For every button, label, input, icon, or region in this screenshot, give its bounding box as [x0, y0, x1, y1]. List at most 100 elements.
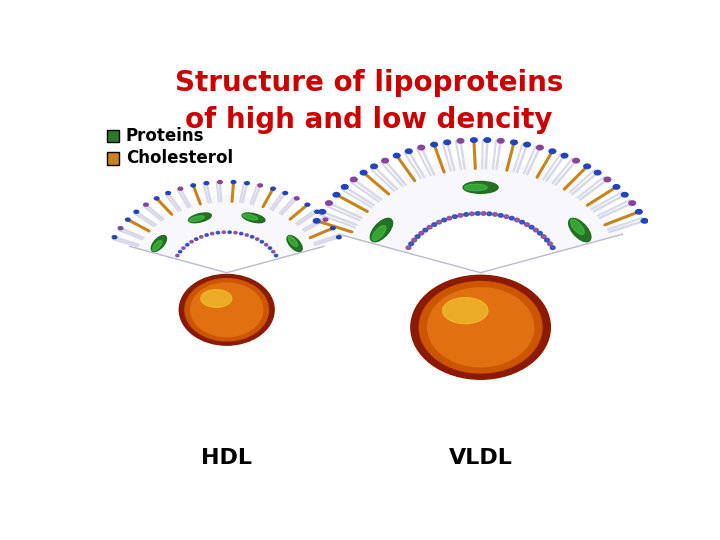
Ellipse shape: [341, 185, 348, 189]
Ellipse shape: [604, 177, 611, 182]
Text: of high and low dencity: of high and low dencity: [185, 106, 553, 134]
Ellipse shape: [463, 181, 498, 193]
Ellipse shape: [471, 138, 477, 143]
FancyBboxPatch shape: [107, 152, 119, 165]
Ellipse shape: [406, 246, 411, 249]
Ellipse shape: [179, 251, 182, 253]
Ellipse shape: [432, 223, 436, 226]
Ellipse shape: [464, 184, 487, 191]
Ellipse shape: [231, 180, 235, 184]
Ellipse shape: [313, 219, 320, 223]
Ellipse shape: [572, 158, 580, 163]
Ellipse shape: [550, 246, 555, 249]
Ellipse shape: [370, 218, 392, 242]
Ellipse shape: [525, 223, 529, 226]
Ellipse shape: [205, 234, 208, 236]
Ellipse shape: [492, 213, 498, 216]
Ellipse shape: [561, 153, 568, 158]
Ellipse shape: [447, 217, 452, 220]
Ellipse shape: [529, 225, 534, 229]
Ellipse shape: [204, 181, 209, 185]
Ellipse shape: [189, 216, 204, 221]
Ellipse shape: [584, 164, 590, 168]
Ellipse shape: [294, 197, 299, 200]
Ellipse shape: [242, 213, 265, 222]
Ellipse shape: [201, 289, 232, 307]
Polygon shape: [130, 195, 324, 259]
Ellipse shape: [372, 226, 386, 241]
Ellipse shape: [179, 274, 274, 345]
Ellipse shape: [228, 231, 231, 233]
Ellipse shape: [419, 281, 542, 373]
Text: Cholesterol: Cholesterol: [126, 150, 233, 167]
Ellipse shape: [484, 138, 490, 143]
Ellipse shape: [452, 215, 457, 218]
Ellipse shape: [178, 187, 183, 190]
Text: Proteins: Proteins: [126, 126, 204, 145]
Ellipse shape: [144, 203, 148, 206]
Ellipse shape: [210, 232, 214, 235]
Ellipse shape: [569, 218, 591, 242]
Ellipse shape: [274, 254, 278, 257]
Ellipse shape: [458, 214, 463, 217]
Ellipse shape: [283, 192, 287, 194]
Polygon shape: [130, 195, 324, 259]
Ellipse shape: [636, 210, 642, 214]
Ellipse shape: [613, 185, 620, 189]
Ellipse shape: [186, 244, 189, 246]
Ellipse shape: [371, 164, 377, 168]
Ellipse shape: [271, 251, 275, 253]
Ellipse shape: [409, 242, 413, 246]
Ellipse shape: [498, 139, 504, 143]
Ellipse shape: [222, 231, 225, 233]
Ellipse shape: [541, 235, 546, 238]
Ellipse shape: [570, 219, 584, 234]
Ellipse shape: [315, 210, 320, 213]
Ellipse shape: [166, 192, 171, 194]
Ellipse shape: [189, 213, 211, 222]
Ellipse shape: [415, 235, 420, 238]
Ellipse shape: [418, 145, 425, 150]
Ellipse shape: [125, 218, 130, 221]
Ellipse shape: [536, 145, 544, 150]
Ellipse shape: [118, 227, 123, 229]
Ellipse shape: [538, 232, 542, 235]
Ellipse shape: [216, 232, 220, 234]
Ellipse shape: [271, 187, 275, 190]
FancyBboxPatch shape: [107, 130, 119, 141]
Ellipse shape: [182, 247, 185, 249]
Ellipse shape: [444, 140, 451, 145]
Ellipse shape: [246, 234, 248, 236]
Ellipse shape: [337, 235, 341, 239]
Ellipse shape: [621, 192, 628, 197]
Ellipse shape: [548, 242, 552, 246]
Ellipse shape: [288, 237, 297, 247]
Ellipse shape: [260, 240, 264, 243]
Ellipse shape: [240, 232, 243, 235]
Ellipse shape: [360, 171, 367, 175]
Ellipse shape: [134, 210, 139, 213]
Ellipse shape: [629, 201, 636, 205]
Ellipse shape: [151, 235, 166, 252]
Ellipse shape: [504, 215, 509, 218]
Ellipse shape: [509, 217, 514, 220]
Polygon shape: [338, 160, 623, 252]
Ellipse shape: [333, 192, 340, 197]
Ellipse shape: [351, 177, 357, 182]
Ellipse shape: [481, 212, 486, 215]
Ellipse shape: [325, 201, 333, 205]
Ellipse shape: [191, 184, 196, 187]
Ellipse shape: [442, 218, 446, 222]
Ellipse shape: [411, 275, 550, 379]
Ellipse shape: [431, 143, 438, 147]
Text: Structure of lipoproteins: Structure of lipoproteins: [175, 69, 563, 97]
Ellipse shape: [194, 238, 198, 240]
Ellipse shape: [405, 149, 412, 153]
Ellipse shape: [330, 227, 336, 229]
Ellipse shape: [443, 298, 488, 323]
Ellipse shape: [251, 235, 253, 238]
Ellipse shape: [176, 254, 179, 257]
Text: VLDL: VLDL: [449, 448, 513, 468]
Ellipse shape: [549, 149, 556, 153]
Ellipse shape: [305, 203, 310, 206]
